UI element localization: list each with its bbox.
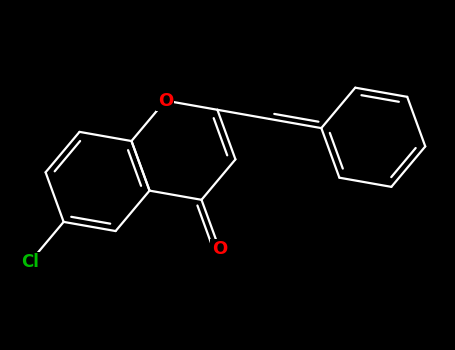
Text: Cl: Cl — [21, 253, 39, 271]
Text: O: O — [212, 240, 227, 258]
Text: O: O — [158, 92, 173, 110]
